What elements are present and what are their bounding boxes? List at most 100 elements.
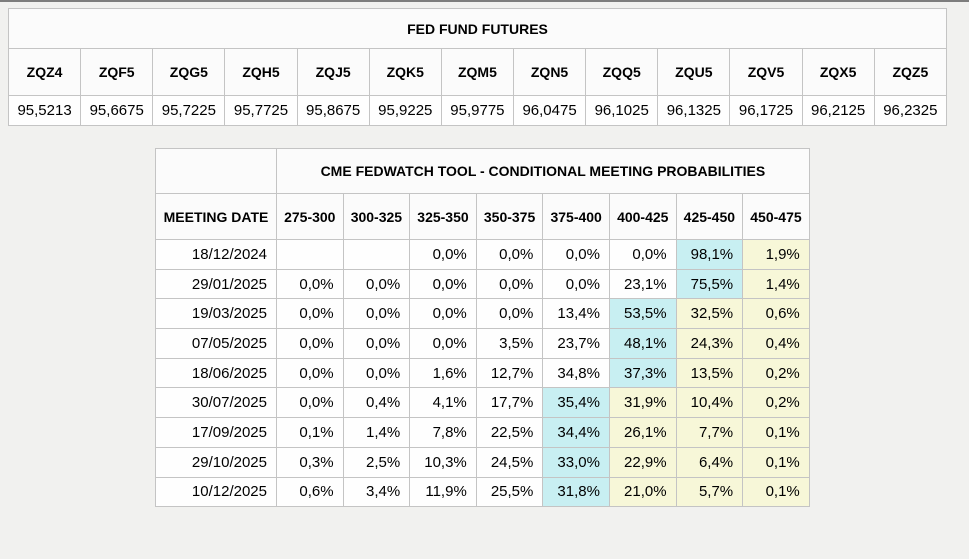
probability-cell[interactable]: 22,5%: [475, 417, 544, 448]
futures-price-cell[interactable]: 95,5213: [7, 95, 82, 126]
probability-cell[interactable]: 24,3%: [675, 328, 744, 359]
probability-cell[interactable]: 35,4%: [542, 387, 610, 419]
rate-range-header[interactable]: 325-350: [409, 193, 477, 240]
futures-price-cell[interactable]: 95,7225: [152, 95, 226, 126]
probability-cell[interactable]: 0,0%: [409, 298, 477, 330]
probability-cell[interactable]: 6,4%: [675, 446, 744, 478]
probability-cell[interactable]: 1,9%: [742, 239, 810, 270]
probability-cell[interactable]: 0,0%: [276, 357, 344, 389]
probability-cell[interactable]: 0,6%: [742, 298, 810, 330]
probability-cell[interactable]: 13,4%: [542, 298, 610, 330]
probability-cell[interactable]: 37,3%: [608, 357, 677, 389]
futures-symbol-header[interactable]: ZQQ5: [585, 48, 659, 96]
futures-price-cell[interactable]: 96,0475: [512, 95, 587, 126]
probability-cell[interactable]: 31,9%: [608, 387, 677, 419]
meeting-date-cell[interactable]: 29/10/2025: [155, 446, 277, 478]
probability-cell[interactable]: 0,1%: [742, 417, 810, 448]
probability-cell[interactable]: 0,0%: [409, 328, 477, 359]
probability-cell[interactable]: 0,0%: [342, 357, 411, 389]
futures-symbol-header[interactable]: ZQJ5: [296, 48, 370, 96]
futures-symbol-header[interactable]: ZQK5: [368, 48, 442, 96]
probability-cell[interactable]: 0,0%: [342, 298, 411, 330]
meeting-date-cell[interactable]: 19/03/2025: [155, 298, 277, 330]
probability-cell[interactable]: 13,5%: [675, 357, 744, 389]
probability-cell[interactable]: 0,0%: [475, 268, 544, 300]
futures-price-cell[interactable]: 96,1025: [585, 95, 659, 126]
probability-cell[interactable]: 33,0%: [542, 446, 610, 478]
probability-cell[interactable]: 98,1%: [675, 239, 744, 270]
probability-cell[interactable]: [342, 239, 411, 270]
probability-cell[interactable]: 12,7%: [475, 357, 544, 389]
futures-symbol-header[interactable]: ZQZ5: [873, 48, 948, 96]
probability-cell[interactable]: 25,5%: [475, 476, 544, 508]
probability-cell[interactable]: 0,4%: [742, 328, 810, 359]
probability-cell[interactable]: 0,0%: [542, 268, 610, 300]
meeting-date-cell[interactable]: 18/12/2024: [155, 239, 277, 270]
probability-cell[interactable]: 0,0%: [276, 298, 344, 330]
probability-cell[interactable]: 0,0%: [475, 239, 544, 270]
probability-cell[interactable]: 5,7%: [675, 476, 744, 508]
probability-cell[interactable]: [276, 239, 344, 270]
meeting-date-cell[interactable]: 18/06/2025: [155, 357, 277, 389]
probability-cell[interactable]: 0,0%: [342, 328, 411, 359]
probability-cell[interactable]: 3,4%: [342, 476, 411, 508]
meeting-date-cell[interactable]: 30/07/2025: [155, 387, 277, 419]
futures-symbol-header[interactable]: ZQX5: [801, 48, 875, 96]
probability-cell[interactable]: 32,5%: [675, 298, 744, 330]
probability-cell[interactable]: 0,0%: [542, 239, 610, 270]
futures-symbol-header[interactable]: ZQF5: [80, 48, 154, 96]
probability-cell[interactable]: 53,5%: [608, 298, 677, 330]
futures-symbol-header[interactable]: ZQZ4: [7, 48, 82, 96]
probability-cell[interactable]: 1,4%: [742, 268, 810, 300]
futures-price-cell[interactable]: 96,2325: [873, 95, 948, 126]
probability-cell[interactable]: 1,6%: [409, 357, 477, 389]
probability-cell[interactable]: 0,0%: [608, 239, 677, 270]
futures-price-cell[interactable]: 96,1325: [657, 95, 731, 126]
probability-cell[interactable]: 17,7%: [475, 387, 544, 419]
meeting-date-cell[interactable]: 17/09/2025: [155, 417, 277, 448]
futures-price-cell[interactable]: 95,8675: [296, 95, 370, 126]
probability-cell[interactable]: 34,8%: [542, 357, 610, 389]
probability-cell[interactable]: 34,4%: [542, 417, 610, 448]
probability-cell[interactable]: 24,5%: [475, 446, 544, 478]
probability-cell[interactable]: 10,4%: [675, 387, 744, 419]
probability-cell[interactable]: 0,3%: [276, 446, 344, 478]
probability-cell[interactable]: 4,1%: [409, 387, 477, 419]
futures-price-cell[interactable]: 95,7725: [224, 95, 298, 126]
probability-cell[interactable]: 31,8%: [542, 476, 610, 508]
futures-symbol-header[interactable]: ZQN5: [512, 48, 587, 96]
meeting-date-cell[interactable]: 07/05/2025: [155, 328, 277, 359]
probability-cell[interactable]: 3,5%: [475, 328, 544, 359]
rate-range-header[interactable]: 425-450: [675, 193, 744, 240]
futures-price-cell[interactable]: 96,2125: [801, 95, 875, 126]
probability-cell[interactable]: 48,1%: [608, 328, 677, 359]
probability-cell[interactable]: 1,4%: [342, 417, 411, 448]
meeting-date-cell[interactable]: 10/12/2025: [155, 476, 277, 508]
futures-price-cell[interactable]: 96,1725: [729, 95, 803, 126]
futures-symbol-header[interactable]: ZQG5: [152, 48, 226, 96]
probability-cell[interactable]: 0,1%: [742, 446, 810, 478]
rate-range-header[interactable]: 300-325: [342, 193, 411, 240]
probability-cell[interactable]: 23,7%: [542, 328, 610, 359]
probability-cell[interactable]: 0,0%: [342, 268, 411, 300]
probability-cell[interactable]: 75,5%: [675, 268, 744, 300]
probability-cell[interactable]: 0,1%: [276, 417, 344, 448]
probability-cell[interactable]: 0,2%: [742, 357, 810, 389]
meeting-date-cell[interactable]: 29/01/2025: [155, 268, 277, 300]
probability-cell[interactable]: 0,0%: [475, 298, 544, 330]
futures-symbol-header[interactable]: ZQU5: [657, 48, 731, 96]
rate-range-header[interactable]: 375-400: [542, 193, 610, 240]
probability-cell[interactable]: 0,2%: [742, 387, 810, 419]
probability-cell[interactable]: 0,1%: [742, 476, 810, 508]
probability-cell[interactable]: 0,0%: [276, 328, 344, 359]
futures-symbol-header[interactable]: ZQH5: [224, 48, 298, 96]
probability-cell[interactable]: 7,8%: [409, 417, 477, 448]
meeting-date-header[interactable]: MEETING DATE: [155, 193, 277, 240]
probability-cell[interactable]: 0,0%: [276, 268, 344, 300]
rate-range-header[interactable]: 450-475: [742, 193, 810, 240]
probability-cell[interactable]: 10,3%: [409, 446, 477, 478]
probability-cell[interactable]: 26,1%: [608, 417, 677, 448]
rate-range-header[interactable]: 275-300: [276, 193, 344, 240]
probability-cell[interactable]: 0,0%: [409, 239, 477, 270]
probability-cell[interactable]: 2,5%: [342, 446, 411, 478]
